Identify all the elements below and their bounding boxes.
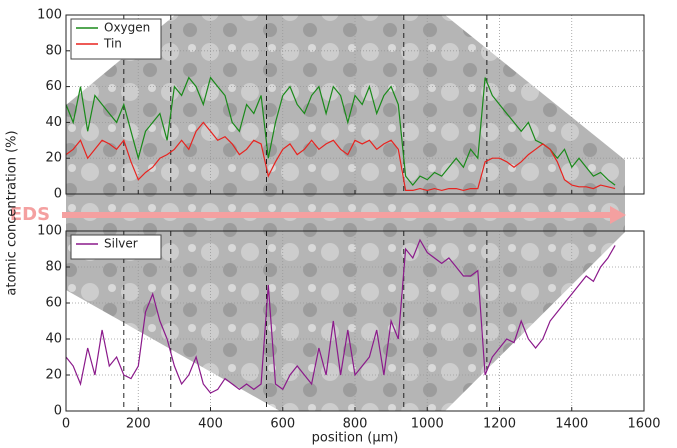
y-tick-label: 20 — [45, 368, 62, 383]
x-tick-label: 1600 — [627, 417, 660, 432]
x-tick-label: 0 — [62, 417, 70, 432]
x-tick-label: 1200 — [483, 417, 516, 432]
legend-label: Tin — [103, 37, 122, 51]
x-tick-label: 600 — [270, 417, 295, 432]
x-tick-label: 400 — [198, 417, 223, 432]
x-tick-label: 200 — [126, 417, 151, 432]
x-tick-label: 1000 — [411, 417, 444, 432]
y-tick-label: 20 — [45, 151, 62, 166]
data-line — [65, 238, 616, 394]
data-line — [65, 121, 616, 192]
y-tick-label: 80 — [45, 43, 62, 58]
y-tick-label: 60 — [45, 296, 62, 311]
y-axis-label: atomic concentration (%) — [5, 130, 20, 295]
y-tick-label: 40 — [45, 115, 62, 130]
x-tick-label: 800 — [343, 417, 368, 432]
legend-box — [70, 18, 162, 60]
y-tick-label: 0 — [54, 187, 62, 202]
y-tick-label: 0 — [54, 404, 62, 419]
eds-label: EDS — [10, 204, 50, 225]
y-tick-label: 80 — [45, 260, 62, 275]
y-tick-label: 100 — [37, 8, 62, 23]
plot-frame — [65, 14, 645, 195]
legend-label: Oxygen — [104, 21, 150, 35]
plot-frame — [65, 230, 645, 412]
eds-arrowhead — [610, 206, 626, 224]
legend-box — [70, 234, 162, 260]
y-tick-label: 100 — [37, 224, 62, 239]
x-tick-label: 1400 — [555, 417, 588, 432]
y-tick-label: 40 — [45, 332, 62, 347]
legend-label: Silver — [104, 237, 138, 251]
y-tick-label: 60 — [45, 79, 62, 94]
data-line — [65, 76, 616, 187]
x-axis-label: position (μm) — [312, 431, 399, 446]
